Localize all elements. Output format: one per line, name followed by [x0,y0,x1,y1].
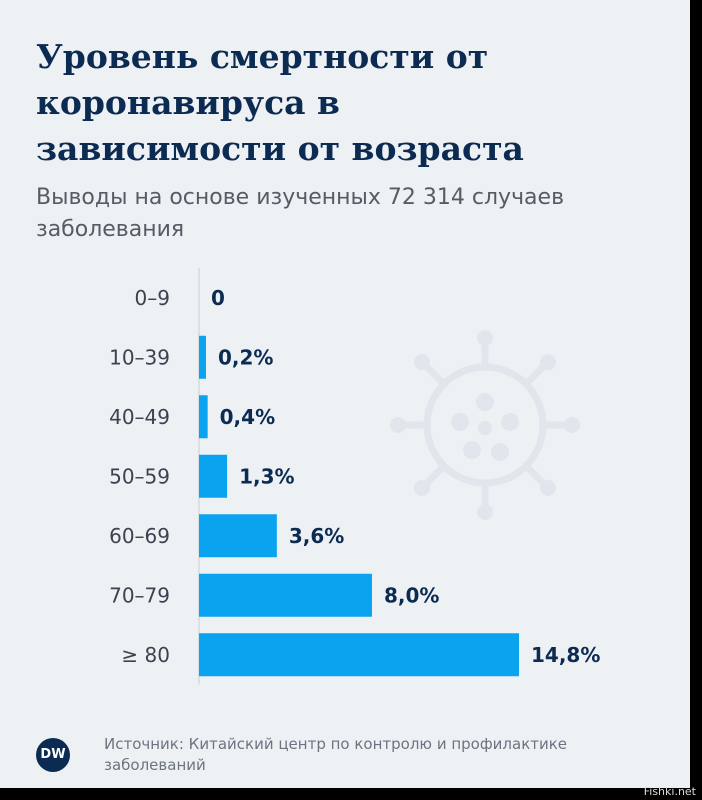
bar [199,514,277,558]
dw-logo: DW [36,738,70,772]
category-label: ≥ 80 [121,643,170,667]
source-note: Источник: Китайский центр по контролю и … [104,735,568,774]
chart-title: Уровень смертности от коронавируса в зав… [36,37,524,168]
coronavirus-icon [390,330,580,520]
value-label: 14,8% [531,643,600,667]
category-label: 50–59 [109,464,170,488]
value-label: 0 [211,286,225,310]
value-label: 0,2% [218,345,273,369]
category-label: 40–49 [109,405,170,429]
value-label: 3,6% [289,524,344,548]
value-label: 1,3% [239,464,294,488]
chart-card: Уровень смертности от коронавируса в зав… [0,0,690,788]
bar [199,335,206,379]
category-label: 60–69 [109,524,170,548]
bar [199,573,372,617]
bar [199,454,228,498]
category-label: 0–9 [135,286,170,310]
bar-chart: 0–9 0 10–39 0,2% 40–49 0,4% 50–59 1,3% 60–69 3,6%… [109,268,600,685]
bar [199,395,208,439]
bar [199,633,519,677]
watermark: Fishki.net [643,785,696,798]
category-label: 70–79 [109,583,170,607]
value-label: 0,4% [220,405,275,429]
value-label: 8,0% [384,583,439,607]
chart-subtitle: Выводы на основе изученных 72 314 случае… [36,185,565,242]
category-label: 10–39 [109,345,170,369]
